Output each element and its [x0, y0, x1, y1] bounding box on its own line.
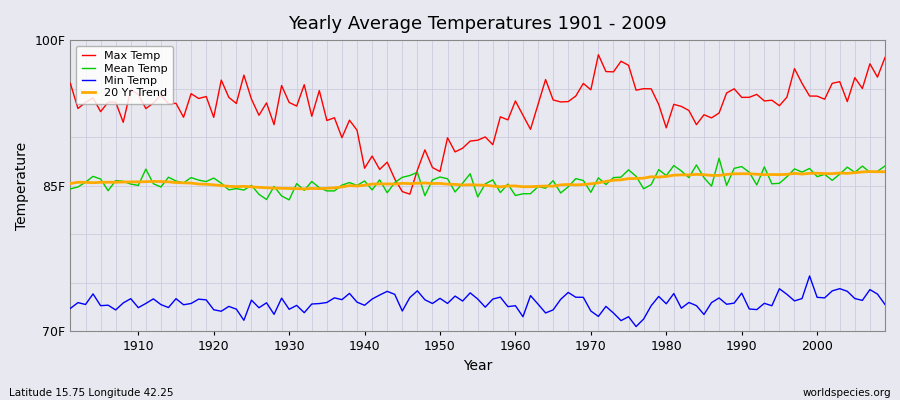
20 Yr Trend: [299, 186, 310, 191]
Line: Mean Temp: Mean Temp: [70, 158, 885, 200]
Mean Temp: [510, 193, 521, 198]
20 Yr Trend: [344, 183, 355, 188]
Mean Temp: [714, 156, 724, 161]
Mean Temp: [608, 175, 619, 180]
Mean Temp: [65, 186, 76, 191]
Max Temp: [292, 104, 302, 108]
Min Temp: [65, 306, 76, 311]
Min Temp: [510, 303, 521, 308]
X-axis label: Year: Year: [463, 359, 492, 373]
Mean Temp: [284, 198, 294, 202]
Max Temp: [337, 135, 347, 140]
Max Temp: [879, 55, 890, 60]
Line: Min Temp: Min Temp: [70, 276, 885, 326]
Mean Temp: [125, 182, 136, 186]
20 Yr Trend: [510, 184, 521, 188]
20 Yr Trend: [865, 169, 876, 174]
Max Temp: [593, 52, 604, 57]
Min Temp: [600, 304, 611, 309]
Mean Temp: [344, 180, 355, 185]
Max Temp: [510, 98, 521, 103]
Legend: Max Temp, Mean Temp, Min Temp, 20 Yr Trend: Max Temp, Mean Temp, Min Temp, 20 Yr Tre…: [76, 46, 173, 104]
20 Yr Trend: [879, 169, 890, 174]
Y-axis label: Temperature: Temperature: [15, 142, 29, 230]
Min Temp: [631, 324, 642, 329]
Text: worldspecies.org: worldspecies.org: [803, 388, 891, 398]
20 Yr Trend: [518, 184, 528, 189]
Min Temp: [879, 302, 890, 307]
Max Temp: [518, 113, 528, 118]
Title: Yearly Average Temperatures 1901 - 2009: Yearly Average Temperatures 1901 - 2009: [288, 15, 667, 33]
Line: Max Temp: Max Temp: [70, 55, 885, 194]
Min Temp: [125, 296, 136, 301]
Max Temp: [404, 192, 415, 196]
20 Yr Trend: [125, 180, 136, 184]
Mean Temp: [879, 164, 890, 168]
Max Temp: [125, 88, 136, 92]
Min Temp: [337, 297, 347, 302]
Min Temp: [805, 274, 815, 278]
Mean Temp: [518, 191, 528, 196]
Text: Latitude 15.75 Longitude 42.25: Latitude 15.75 Longitude 42.25: [9, 388, 174, 398]
Min Temp: [292, 303, 302, 308]
20 Yr Trend: [608, 178, 619, 183]
Mean Temp: [299, 188, 310, 193]
20 Yr Trend: [292, 186, 302, 191]
Max Temp: [616, 59, 626, 64]
20 Yr Trend: [65, 181, 76, 186]
Line: 20 Yr Trend: 20 Yr Trend: [70, 172, 885, 189]
Min Temp: [502, 304, 513, 309]
Max Temp: [65, 81, 76, 86]
